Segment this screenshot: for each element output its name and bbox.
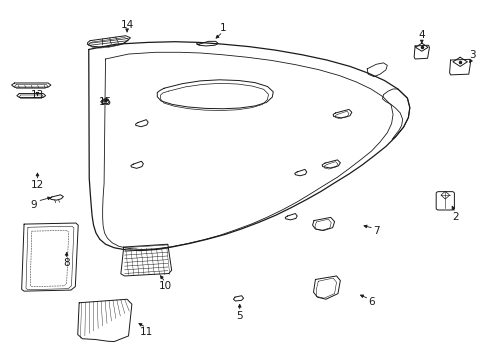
- Text: 4: 4: [418, 30, 424, 40]
- Text: 15: 15: [99, 98, 112, 107]
- Text: 1: 1: [219, 23, 226, 33]
- Text: 13: 13: [31, 90, 44, 100]
- Text: 2: 2: [451, 212, 458, 222]
- Text: 7: 7: [372, 226, 379, 236]
- Text: 11: 11: [140, 327, 153, 337]
- Text: 14: 14: [120, 20, 133, 30]
- Text: 9: 9: [30, 200, 37, 210]
- Text: 12: 12: [31, 180, 44, 190]
- Text: 10: 10: [159, 281, 172, 291]
- Text: 5: 5: [236, 311, 243, 321]
- Text: 8: 8: [63, 258, 69, 268]
- Text: 3: 3: [468, 50, 474, 60]
- Text: 6: 6: [367, 297, 374, 307]
